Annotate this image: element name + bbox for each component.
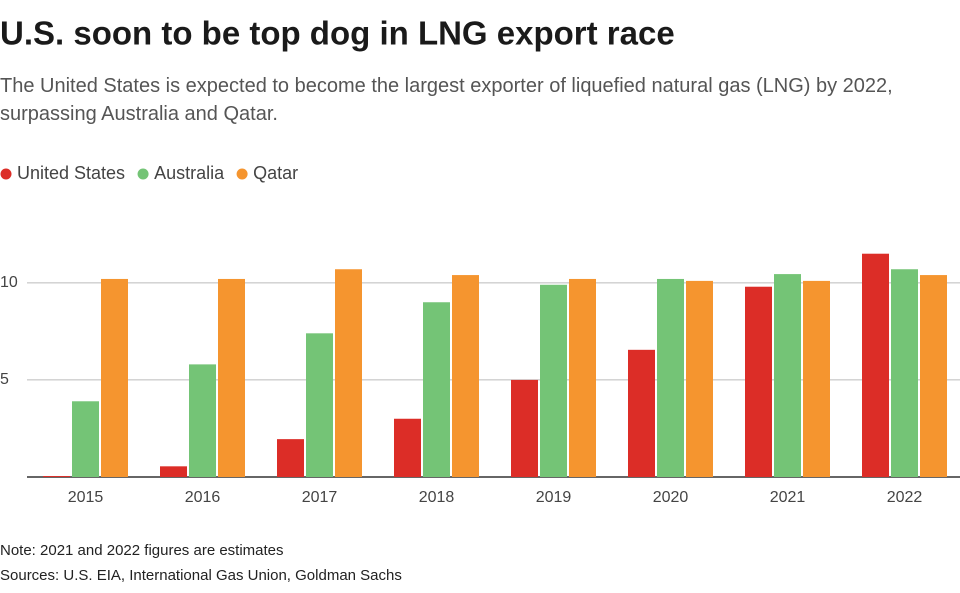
note: Note: 2021 and 2022 figures are estimate… [0,542,284,559]
bar [394,418,421,477]
x-tick-label: 2016 [185,489,221,506]
legend-dot [0,168,12,180]
x-tick-label: 2020 [653,489,689,506]
bar [891,269,918,477]
bar [160,466,187,477]
bar [803,280,830,477]
bar [745,286,772,477]
x-tick-label: 2018 [419,489,455,506]
bar [218,278,245,477]
bar [511,379,538,477]
y-tick-label: 5 [0,371,9,388]
bar [101,278,128,477]
x-tick-label: 2017 [302,489,338,506]
legend-label: United States [17,163,125,183]
legend-label: Qatar [253,163,298,183]
bar [628,349,655,477]
source: Sources: U.S. EIA, International Gas Uni… [0,567,402,584]
bar [686,280,713,477]
bar [452,275,479,477]
x-tick-label: 2015 [68,489,104,506]
legend: United States Australia Qatar [0,163,298,183]
bar [423,302,450,477]
legend-dot [137,168,149,180]
x-tick-label: 2019 [536,489,572,506]
x-tick-label: 2022 [887,489,923,506]
bar [335,269,362,477]
x-tick-label: 2021 [770,489,806,506]
y-tick-label: 10 [0,274,18,291]
bar [540,284,567,477]
bar [774,274,801,477]
bar [862,253,889,477]
bar [920,275,947,477]
bar [72,401,99,477]
bar [277,439,304,477]
chart-subtitle: The United States is expected to become … [0,75,893,125]
bar [569,278,596,477]
subtitle-box: The United States is expected to become … [0,75,893,125]
chart-title: U.S. soon to be top dog in LNG export ra… [0,15,675,52]
legend-dot [236,168,248,180]
bar [306,333,333,477]
bar [189,364,216,477]
legend-label: Australia [154,163,225,183]
bar [43,476,70,477]
bar [657,278,684,477]
